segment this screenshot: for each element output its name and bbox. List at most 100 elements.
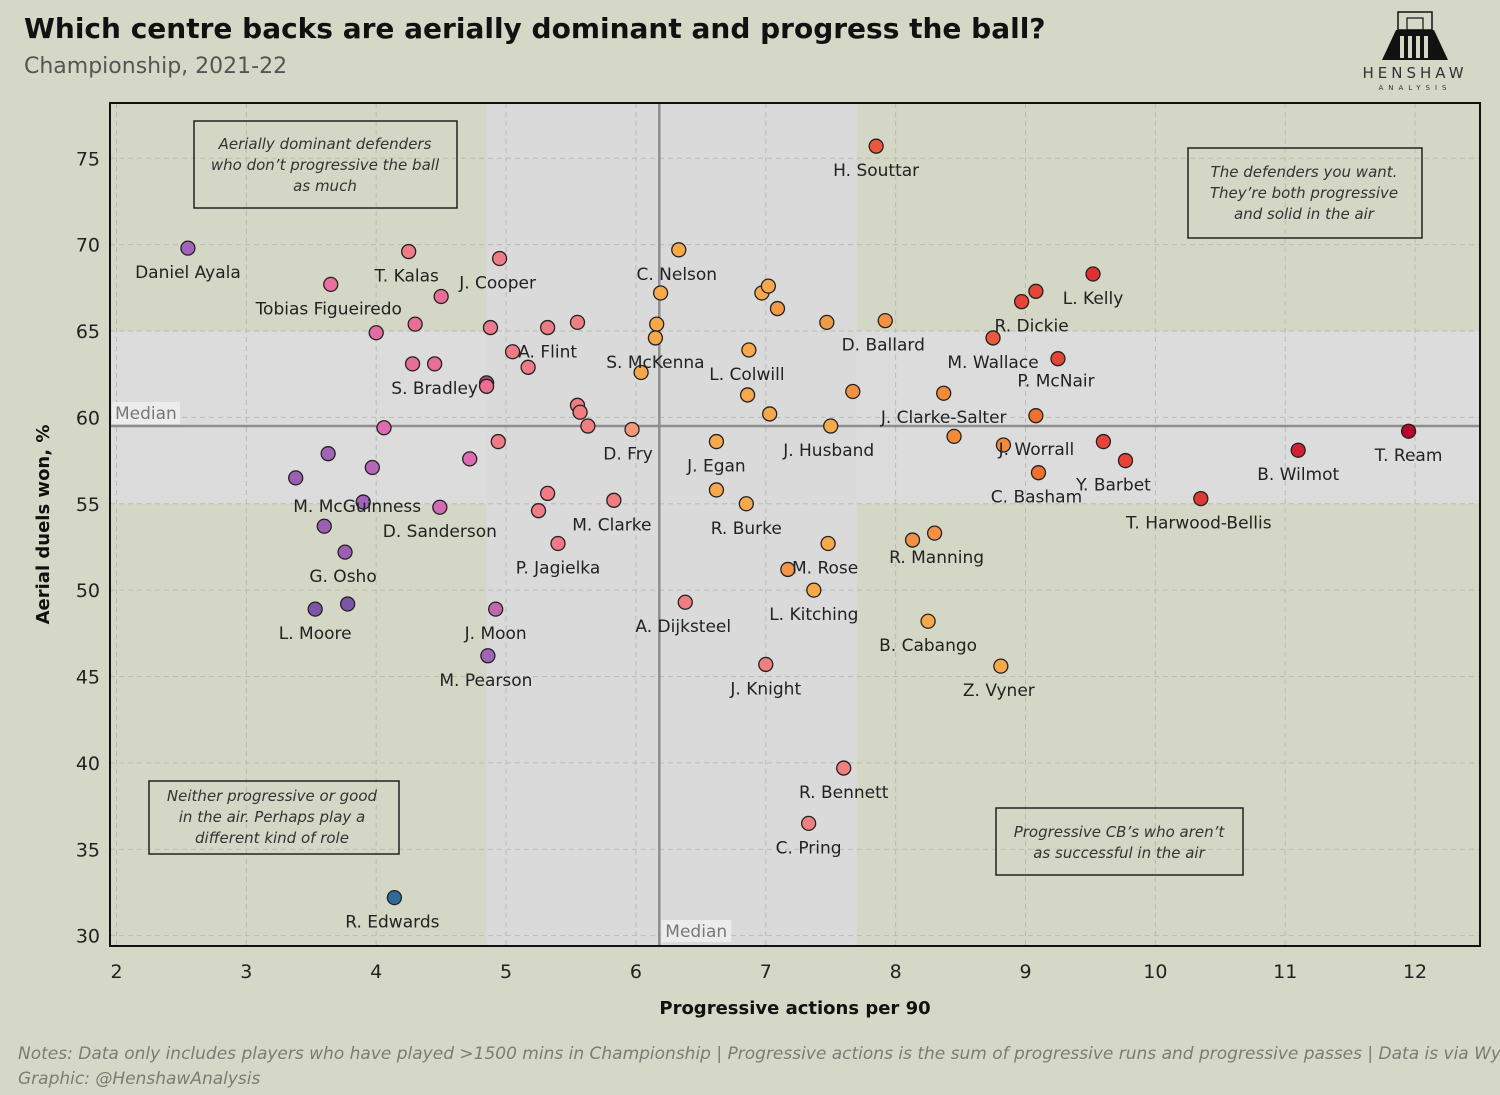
annotation-text: as successful in the air: [1033, 844, 1205, 862]
data-point: [926, 525, 943, 541]
x-tick-label: 4: [370, 961, 382, 983]
annotation-text: as much: [293, 177, 357, 195]
annotation-text: and solid in the air: [1234, 205, 1375, 223]
annotation-border: [193, 120, 458, 209]
logo-sub: ANALYSIS: [1378, 84, 1452, 92]
point-label: M. Clarke: [572, 515, 651, 535]
point-label: H. Souttar: [833, 161, 919, 181]
data-point: [633, 364, 649, 381]
data-point: [708, 482, 725, 498]
point-label: D. Ballard: [842, 336, 925, 356]
data-point: [1050, 351, 1066, 367]
point-label: L. Moore: [279, 624, 352, 644]
data-point: [845, 383, 861, 400]
data-point: [180, 240, 196, 256]
point-label: D. Sanderson: [383, 522, 497, 542]
point-label: M. Wallace: [947, 353, 1038, 373]
data-point: [741, 342, 757, 358]
data-point: [572, 404, 588, 420]
data-point: [624, 421, 640, 438]
data-point: [823, 418, 839, 434]
point-label: G. Osho: [309, 567, 376, 587]
x-tick-label: 11: [1273, 961, 1297, 983]
data-point: [806, 582, 822, 598]
data-point: [904, 532, 921, 548]
points-layer: [180, 138, 1417, 906]
point-label: B. Cabango: [879, 636, 977, 656]
data-point: [407, 316, 423, 332]
data-point: [462, 451, 478, 467]
x-tick-label: 9: [1019, 961, 1031, 983]
annotation-box: The defenders you want. They’re both prog…: [1187, 147, 1423, 239]
data-point: [550, 535, 566, 552]
data-point: [520, 359, 536, 375]
y-tick-label: 70: [76, 235, 100, 257]
y-tick-label: 75: [76, 148, 100, 170]
annotation-text: different kind of role: [195, 829, 349, 847]
point-label: Tobias Figueiredo: [255, 299, 402, 319]
data-point: [432, 499, 448, 515]
data-point: [355, 494, 371, 510]
point-label: L. Colwill: [709, 365, 784, 385]
data-point: [1117, 452, 1134, 469]
data-point: [491, 250, 508, 267]
point-label: J. Husband: [782, 441, 874, 461]
x-tick-label: 12: [1403, 961, 1427, 983]
data-point: [307, 601, 323, 617]
data-point: [671, 242, 687, 258]
data-point: [649, 316, 665, 332]
data-point: [1030, 465, 1047, 481]
point-label: P. McNair: [1017, 372, 1094, 392]
plot-border: [109, 102, 1481, 947]
annotation-border: [148, 780, 400, 855]
data-point: [985, 330, 1001, 346]
point-label: R. Manning: [889, 548, 984, 568]
data-point: [490, 433, 506, 450]
annotation-box: Aerially dominant defenders who don’t pro…: [193, 120, 458, 209]
annotation-text: Aerially dominant defenders: [218, 135, 432, 153]
annotation-text: in the air. Perhaps play a: [179, 808, 365, 826]
data-point: [946, 428, 962, 445]
data-point: [1290, 442, 1306, 458]
point-label: J. Egan: [686, 457, 746, 477]
annotation-text: They’re both progressive: [1210, 184, 1398, 202]
annotation-box: Progressive CB’s who aren’t as successful…: [995, 807, 1244, 876]
data-point: [288, 470, 304, 486]
data-point: [580, 418, 596, 434]
data-point: [769, 300, 786, 317]
annotation-text: who don’t progressive the ball: [211, 156, 440, 174]
y-tick-label: 35: [76, 839, 100, 861]
data-point: [1085, 266, 1101, 282]
x-tick-label: 10: [1143, 961, 1167, 983]
y-axis-label: Aerial duels won, %: [33, 425, 54, 625]
data-point: [539, 319, 556, 336]
annotation-text: Neither progressive or good: [167, 787, 378, 805]
median-y-label: Median: [115, 404, 177, 424]
data-point: [339, 596, 356, 612]
notes-line-1: Notes: Data only includes players who ha…: [18, 1044, 1500, 1064]
chart-subtitle: Championship, 2021-22: [24, 54, 288, 79]
point-label: T. Harwood-Bellis: [1125, 514, 1272, 534]
point-label: R. Dickie: [995, 317, 1069, 337]
data-point: [569, 314, 586, 331]
data-point: [606, 492, 622, 508]
data-point: [323, 276, 339, 293]
point-label: D. Fry: [603, 444, 653, 464]
data-point: [482, 319, 499, 336]
data-point: [1013, 294, 1030, 310]
x-tick-label: 2: [110, 961, 122, 983]
x-tick-label: 5: [500, 961, 512, 983]
data-point: [1028, 408, 1044, 424]
data-point: [993, 658, 1009, 674]
y-tick-label: 65: [76, 321, 100, 343]
data-point: [401, 243, 417, 260]
data-point: [1095, 433, 1112, 450]
annotation-text: Progressive CB’s who aren’t: [1014, 823, 1226, 841]
annotation-box: Neither progressive or good in the air. P…: [148, 780, 400, 855]
data-point: [760, 278, 777, 294]
data-point: [368, 325, 384, 341]
y-tick-label: 55: [76, 494, 100, 516]
labels-layer: Daniel Ayala T. Kalas Tobias Figueiredo J. …: [135, 161, 1442, 932]
data-point: [530, 503, 547, 519]
y-tick-label: 45: [76, 667, 100, 689]
